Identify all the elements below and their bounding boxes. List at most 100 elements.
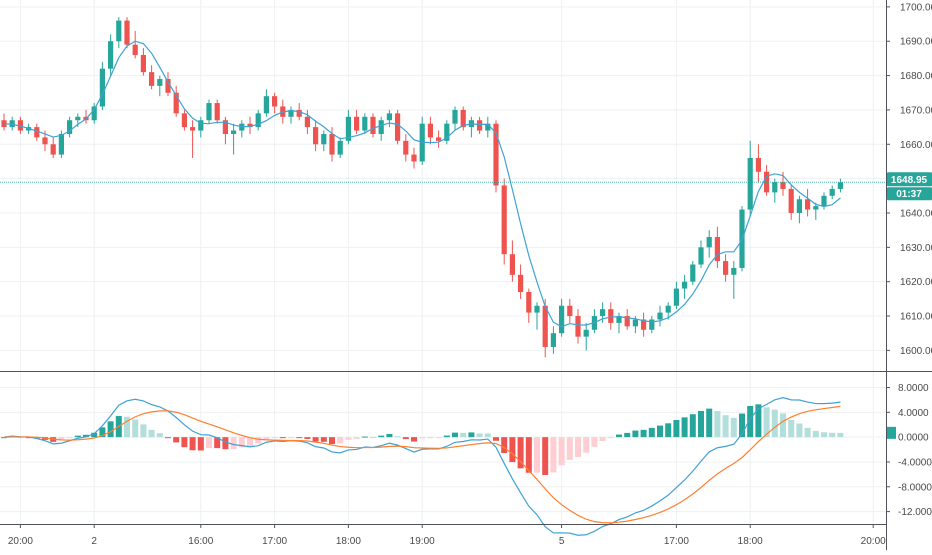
candle-body (452, 109, 458, 124)
macd-bar (411, 437, 417, 442)
candle-body (395, 113, 401, 141)
macd-bar (525, 437, 532, 473)
candle-body (600, 309, 606, 317)
candle-body (362, 116, 368, 131)
macd-bar (165, 437, 171, 439)
macd-bar (493, 437, 499, 441)
candle-body (337, 140, 343, 155)
candle-body (460, 109, 466, 128)
macd-bar (722, 415, 729, 438)
macd-bar (312, 437, 319, 442)
price-tick-label: 1630.00 (900, 243, 932, 254)
candle-body (813, 206, 819, 210)
macd-bar (83, 434, 89, 438)
macd-bar (706, 408, 713, 438)
candle-body (296, 109, 302, 117)
candle-body (616, 316, 622, 323)
candle-body (247, 123, 253, 128)
candle-body (313, 127, 319, 145)
candle-body (501, 185, 507, 255)
macd-bar (132, 419, 139, 438)
macd-bar (189, 437, 196, 451)
macd-bar (747, 405, 754, 438)
candle-body (181, 113, 187, 128)
macd-bar (427, 437, 434, 439)
macd-bar (271, 437, 278, 439)
candle-body (411, 154, 417, 162)
candle-body (788, 188, 794, 213)
candle-body (723, 261, 729, 275)
macd-bar (804, 427, 811, 438)
ma-line (3, 40, 841, 328)
macd-bar (74, 435, 81, 438)
moving-average-line (0, 40, 886, 328)
macd-bar (58, 437, 65, 441)
macd-tick-label: -4.0000 (898, 457, 932, 468)
macd-bar (739, 413, 745, 438)
price-tags: 1648.95 01:37 (887, 172, 932, 439)
macd-bar (755, 404, 762, 438)
macd-bar (714, 411, 721, 438)
macd-bar (91, 432, 98, 438)
macd-bar (468, 432, 475, 438)
candle-body (436, 137, 442, 141)
candle-body (132, 44, 138, 55)
macd-bar (206, 437, 212, 449)
macd-bar (829, 432, 836, 438)
macd-bar (304, 437, 311, 439)
macd-bar (681, 417, 688, 438)
macd-bar (320, 437, 327, 442)
macd-bar (443, 435, 450, 438)
macd-bar (386, 433, 393, 438)
macd-bar (624, 432, 631, 438)
macd-bar (173, 437, 180, 443)
macd-bar (238, 437, 245, 448)
macd-bar (812, 430, 819, 438)
macd-bar (25, 437, 32, 439)
macd-bar (616, 434, 622, 438)
macd-bar (394, 436, 401, 438)
countdown-label: 01:37 (896, 189, 922, 200)
candle-body (9, 120, 15, 128)
candle-body (534, 305, 540, 313)
macd-bar (460, 432, 467, 438)
macd-bar (730, 417, 737, 438)
candle-body (780, 182, 786, 189)
time-tick-label: 19:00 (410, 536, 435, 547)
candle-body (214, 103, 220, 121)
candle-body (99, 68, 105, 107)
candle-body (772, 182, 778, 193)
countdown-tag (887, 187, 932, 201)
candle-body (682, 281, 688, 289)
macd-bar (648, 427, 655, 438)
candle-body (206, 103, 212, 121)
candle-body (706, 237, 712, 248)
candle-body (386, 113, 392, 121)
macd-bar (607, 437, 614, 439)
candle-body (624, 316, 630, 327)
candle-body (575, 316, 581, 337)
macd-bar (558, 437, 565, 466)
candle-body (329, 133, 335, 155)
candle-body (755, 158, 761, 172)
macd-bar (763, 407, 770, 438)
candle-body (370, 116, 376, 134)
candle-body (378, 120, 384, 134)
candle-body (255, 113, 261, 128)
macd-bar (821, 432, 827, 438)
candle-body (42, 137, 48, 145)
macd-bar (148, 429, 155, 438)
time-tick-label: 18:00 (738, 536, 763, 547)
price-tick-label: 1600.00 (900, 346, 932, 357)
macd-bar (550, 437, 557, 473)
macd-bar (353, 437, 360, 439)
macd-line (3, 397, 841, 536)
price-tick-label: 1620.00 (900, 277, 932, 288)
candle-body (173, 92, 179, 114)
macd-bar (665, 423, 672, 438)
macd-bar (222, 437, 229, 450)
macd-bar (583, 437, 590, 453)
candle-body (190, 127, 196, 131)
